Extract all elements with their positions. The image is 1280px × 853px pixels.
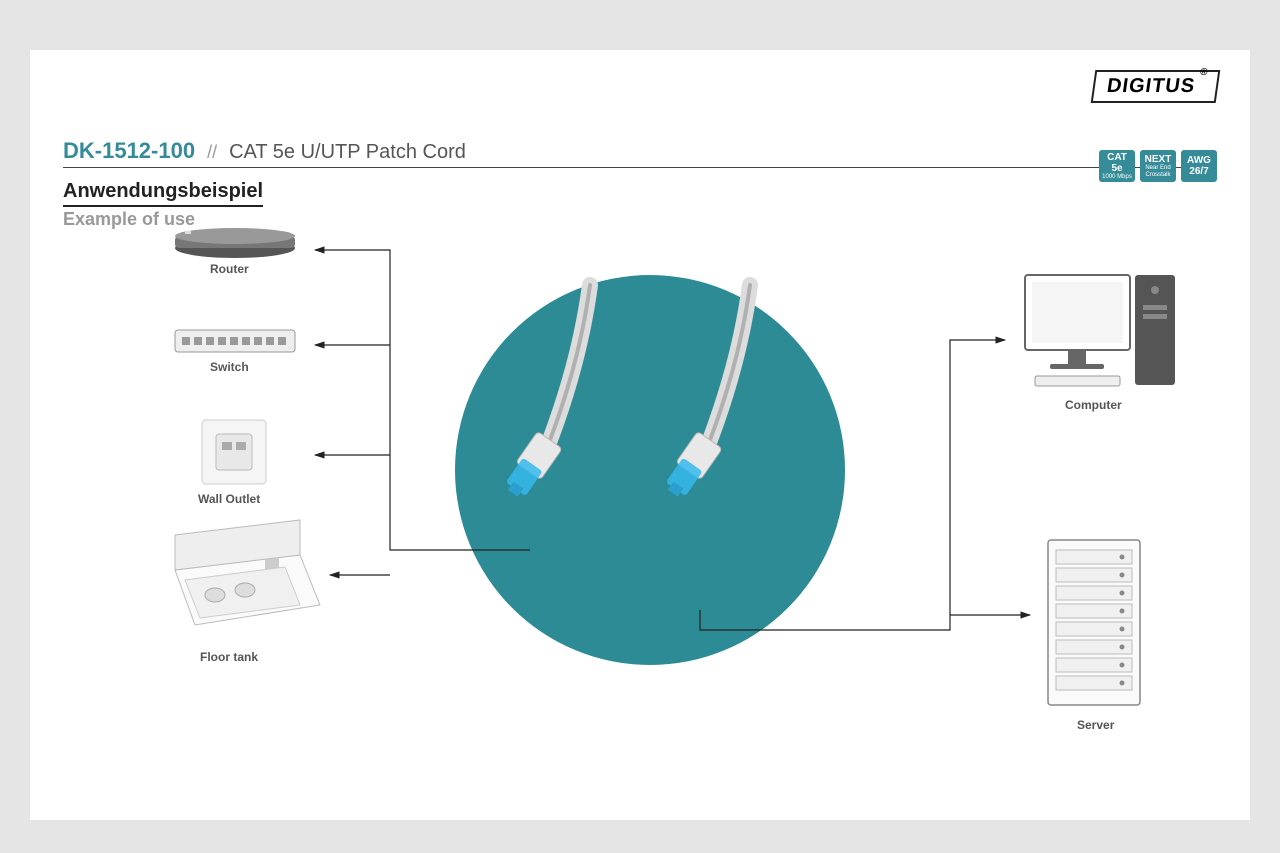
label-router: Router xyxy=(210,262,249,276)
label-server: Server xyxy=(1077,718,1114,732)
product-sheet: DIGITUS® DK-1512-100 // CAT 5e U/UTP Pat… xyxy=(30,50,1250,820)
center-circle xyxy=(455,275,845,665)
label-floor-tank: Floor tank xyxy=(200,650,258,664)
label-switch: Switch xyxy=(210,360,249,374)
computer-icon xyxy=(1025,275,1175,386)
wall-outlet-icon xyxy=(202,420,266,484)
label-computer: Computer xyxy=(1065,398,1122,412)
label-wall-outlet: Wall Outlet xyxy=(198,492,260,506)
switch-icon xyxy=(175,330,295,352)
floor-tank-icon xyxy=(175,520,320,625)
server-icon xyxy=(1048,540,1140,705)
use-case-diagram xyxy=(30,50,1250,820)
router-icon xyxy=(175,228,295,258)
